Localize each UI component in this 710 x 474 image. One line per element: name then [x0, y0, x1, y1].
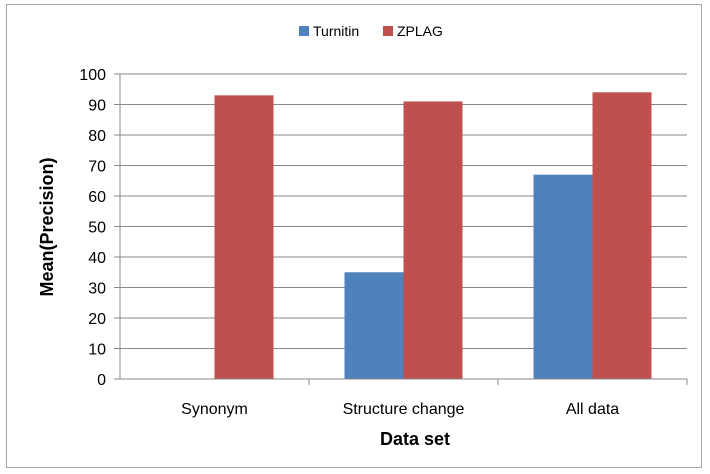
bar-zplag-1 [214, 95, 274, 379]
bars [214, 92, 652, 380]
y-tick-label-20: 20 [88, 311, 106, 328]
y-tick-label-70: 70 [88, 159, 106, 176]
y-tick-label-30: 30 [88, 281, 106, 298]
bar-zplag-2 [403, 101, 463, 379]
y-tick-label-90: 90 [88, 98, 106, 115]
y-tick-label-50: 50 [88, 220, 106, 237]
bar-zplag-3 [592, 92, 652, 380]
x-tick-label-2: Structure change [343, 401, 465, 418]
y-tick-label-100: 100 [79, 67, 106, 84]
y-tick-label-40: 40 [88, 250, 106, 267]
bar-turnitin-3 [533, 174, 593, 379]
bar-turnitin-2 [344, 272, 404, 379]
x-tick-label-3: All data [566, 401, 619, 418]
y-tick-label-10: 10 [88, 342, 106, 359]
legend-label-turnitin: Turnitin [313, 23, 359, 39]
legend-swatch-turnitin [299, 26, 309, 36]
y-tick-labels: 0 10 20 30 40 50 60 70 80 90 100 [79, 67, 106, 389]
x-tick-labels: Synonym Structure change All data [181, 401, 619, 418]
legend: Turnitin ZPLAG [299, 23, 443, 39]
y-tick-label-0: 0 [97, 372, 106, 389]
y-axis-title: Mean(Precision) [37, 157, 57, 296]
y-tick-label-60: 60 [88, 189, 106, 206]
legend-swatch-zplag [383, 26, 393, 36]
x-axis-title: Data set [380, 429, 450, 449]
y-tick-label-80: 80 [88, 128, 106, 145]
legend-label-zplag: ZPLAG [397, 23, 443, 39]
x-tick-label-1: Synonym [181, 401, 248, 418]
axes [114, 73, 688, 385]
